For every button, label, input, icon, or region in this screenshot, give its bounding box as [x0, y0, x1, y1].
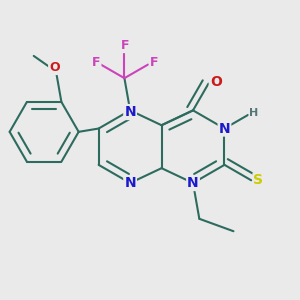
Text: N: N: [124, 176, 136, 190]
Text: S: S: [254, 173, 263, 187]
Text: O: O: [210, 75, 222, 89]
Text: F: F: [150, 56, 158, 69]
Text: N: N: [219, 122, 230, 136]
Text: F: F: [92, 56, 100, 69]
Text: N: N: [187, 176, 199, 190]
Text: H: H: [249, 108, 259, 118]
Text: F: F: [121, 39, 129, 52]
Text: N: N: [124, 105, 136, 119]
Text: O: O: [49, 61, 60, 74]
